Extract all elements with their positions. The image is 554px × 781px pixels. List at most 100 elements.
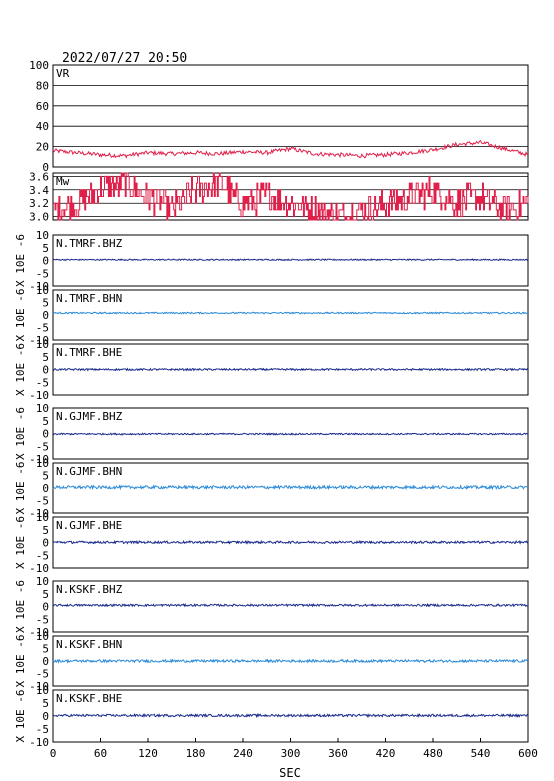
y-tick-label: -5 bbox=[36, 668, 49, 681]
y-axis-label: X 10E -6 bbox=[14, 580, 27, 633]
y-tick-label: 5 bbox=[42, 697, 49, 710]
y-tick-label: 10 bbox=[36, 284, 49, 297]
x-tick-label: 180 bbox=[186, 747, 206, 760]
y-tick-label: -5 bbox=[36, 613, 49, 626]
y-axis-label: X 10E -6 bbox=[14, 690, 27, 743]
panel-label: N.TMRF.BHZ bbox=[56, 237, 123, 250]
y-tick-label: -10 bbox=[29, 389, 49, 402]
x-tick-label: 300 bbox=[281, 747, 301, 760]
y-tick-label: -5 bbox=[36, 267, 49, 280]
trace-line bbox=[52, 539, 529, 545]
panel-label: N.GJMF.BHE bbox=[56, 519, 122, 532]
y-tick-label: 5 bbox=[42, 415, 49, 428]
y-tick-label: 10 bbox=[36, 511, 49, 524]
y-tick-label: 3.6 bbox=[29, 170, 49, 183]
y-tick-label: 10 bbox=[36, 575, 49, 588]
y-tick-label: 80 bbox=[36, 79, 49, 92]
y-tick-label: -10 bbox=[29, 507, 49, 520]
y-axis-label: X 10E -6 bbox=[14, 462, 27, 515]
y-tick-label: 5 bbox=[42, 470, 49, 483]
panel-label: N.GJMF.BHN bbox=[56, 465, 122, 478]
y-tick-label: 0 bbox=[42, 309, 49, 322]
x-tick-label: 600 bbox=[518, 747, 538, 760]
panel-label: N.GJMF.BHZ bbox=[56, 410, 123, 423]
y-tick-label: 10 bbox=[36, 229, 49, 242]
y-tick-label: -10 bbox=[29, 562, 49, 575]
panel-label: Mw bbox=[56, 175, 70, 188]
panel-label: N.KSKF.BHN bbox=[56, 638, 122, 651]
y-tick-label: -5 bbox=[36, 440, 49, 453]
trace-line bbox=[52, 712, 529, 719]
y-tick-label: 0 bbox=[42, 482, 49, 495]
y-tick-label: 0 bbox=[42, 364, 49, 377]
panel-label: N.KSKF.BHE bbox=[56, 692, 122, 705]
y-tick-label: 0 bbox=[42, 161, 49, 174]
y-tick-label: -10 bbox=[29, 280, 49, 293]
y-tick-label: 0 bbox=[42, 601, 49, 614]
y-tick-label: 10 bbox=[36, 684, 49, 697]
y-axis-label: X 10E -6 bbox=[14, 289, 27, 342]
y-tick-label: -10 bbox=[29, 334, 49, 347]
x-axis-label: SEC bbox=[279, 766, 301, 780]
y-axis-label: X 10E -6 bbox=[14, 234, 27, 287]
panel-label: N.TMRF.BHE bbox=[56, 346, 122, 359]
panel-label: N.KSKF.BHZ bbox=[56, 583, 123, 596]
y-tick-label: 20 bbox=[36, 141, 49, 154]
panel-frame bbox=[52, 580, 529, 633]
y-tick-label: 5 bbox=[42, 643, 49, 656]
y-tick-label: -10 bbox=[29, 680, 49, 693]
y-tick-label: -5 bbox=[36, 376, 49, 389]
y-tick-label: 5 bbox=[42, 297, 49, 310]
trace-line bbox=[52, 602, 529, 608]
panel-frame bbox=[52, 289, 529, 341]
y-tick-label: -10 bbox=[29, 453, 49, 466]
panel-label: VR bbox=[56, 67, 70, 80]
trace-line bbox=[53, 172, 529, 221]
y-tick-label: -5 bbox=[36, 723, 49, 736]
x-tick-label: 120 bbox=[138, 747, 158, 760]
y-tick-label: 40 bbox=[36, 120, 49, 133]
y-tick-label: 5 bbox=[42, 588, 49, 601]
y-tick-label: 10 bbox=[36, 457, 49, 470]
panel-vr: 0 20 40 60 80 100 VR bbox=[29, 59, 529, 174]
x-tick-label: 540 bbox=[471, 747, 491, 760]
y-tick-label: 0 bbox=[42, 710, 49, 723]
y-tick-label: -5 bbox=[36, 322, 49, 335]
y-tick-label: -10 bbox=[29, 626, 49, 639]
y-axis-label: X 10E -6 bbox=[14, 516, 27, 569]
trace-line bbox=[52, 484, 529, 491]
y-tick-label: 10 bbox=[36, 338, 49, 351]
trace-line bbox=[52, 658, 529, 664]
x-tick-label: 480 bbox=[423, 747, 443, 760]
trace-line bbox=[52, 258, 529, 262]
y-tick-label: 0 bbox=[42, 255, 49, 268]
panel-label: N.TMRF.BHN bbox=[56, 292, 122, 305]
y-tick-label: -5 bbox=[36, 549, 49, 562]
y-axis-label: X 10E -6 bbox=[14, 343, 27, 396]
y-tick-label: 5 bbox=[42, 242, 49, 255]
panel-frame bbox=[52, 64, 529, 168]
y-tick-label: -5 bbox=[36, 495, 49, 508]
y-tick-label: 0 bbox=[42, 655, 49, 668]
y-tick-label: -10 bbox=[29, 736, 49, 749]
y-tick-label: 60 bbox=[36, 100, 49, 113]
timestamp-label: 2022/07/27 20:50 bbox=[62, 51, 187, 66]
panel-frame bbox=[52, 689, 529, 743]
y-tick-label: 3.4 bbox=[29, 184, 49, 197]
trace-line bbox=[52, 432, 529, 436]
y-axis-label: X 10E -6 bbox=[14, 407, 27, 460]
y-tick-label: 0 bbox=[42, 537, 49, 550]
y-tick-label: 3.2 bbox=[29, 197, 49, 210]
y-axis-label: X 10E -6 bbox=[14, 635, 27, 688]
trace-line bbox=[52, 311, 529, 315]
